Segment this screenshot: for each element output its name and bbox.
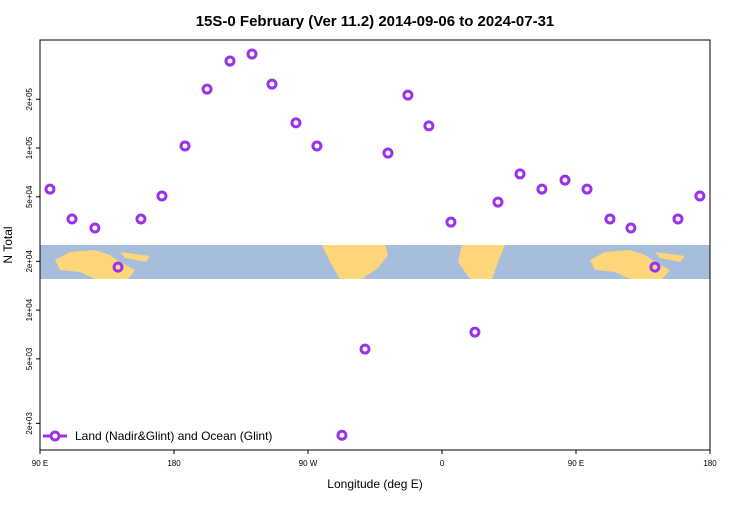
point — [536, 183, 548, 195]
point — [402, 89, 414, 101]
y-tick-label: 1e+04 — [25, 298, 34, 321]
point — [246, 48, 258, 60]
point — [266, 78, 278, 90]
point — [359, 343, 371, 355]
plot-frame — [39, 39, 711, 451]
point — [445, 216, 457, 228]
point — [156, 190, 168, 202]
y-tick-label: 2e+04 — [25, 250, 34, 273]
point — [672, 213, 684, 225]
x-tick-label: 180 — [167, 459, 181, 468]
legend-marker — [49, 430, 61, 442]
point — [44, 183, 56, 195]
point — [581, 183, 593, 195]
x-tick-label: 90 E — [32, 459, 48, 468]
y-tick-label: 5e+04 — [25, 185, 34, 208]
x-tick-label: 90 E — [568, 459, 584, 468]
y-tick-label: 1e+05 — [25, 136, 34, 159]
point — [492, 196, 504, 208]
point — [559, 174, 571, 186]
point — [423, 120, 435, 132]
chart-title: 15S-0 February (Ver 11.2) 2014-09-06 to … — [196, 13, 555, 30]
point — [201, 83, 213, 95]
point — [382, 147, 394, 159]
point — [694, 190, 706, 202]
point — [224, 55, 236, 67]
x-tick-label: 180 — [703, 459, 717, 468]
y-tick-label: 5e+03 — [25, 347, 34, 370]
x-axis-label: Longitude (deg E) — [327, 477, 422, 491]
point — [514, 168, 526, 180]
point — [179, 140, 191, 152]
point — [604, 213, 616, 225]
point — [89, 222, 101, 234]
point — [290, 117, 302, 129]
y-tick-label: 2e+03 — [25, 412, 34, 435]
point — [649, 261, 661, 273]
point — [135, 213, 147, 225]
point — [112, 261, 124, 273]
x-tick-label: 0 — [440, 459, 445, 468]
point — [469, 326, 481, 338]
y-tick-label: 2e+05 — [25, 87, 34, 110]
legend-label: Land (Nadir&Glint) and Ocean (Glint) — [75, 429, 272, 443]
point — [625, 222, 637, 234]
x-tick-label: 90 W — [299, 459, 318, 468]
y-axis-label: N Total — [1, 226, 15, 263]
point — [66, 213, 78, 225]
map-band — [40, 245, 710, 279]
point — [311, 140, 323, 152]
point — [336, 429, 348, 441]
